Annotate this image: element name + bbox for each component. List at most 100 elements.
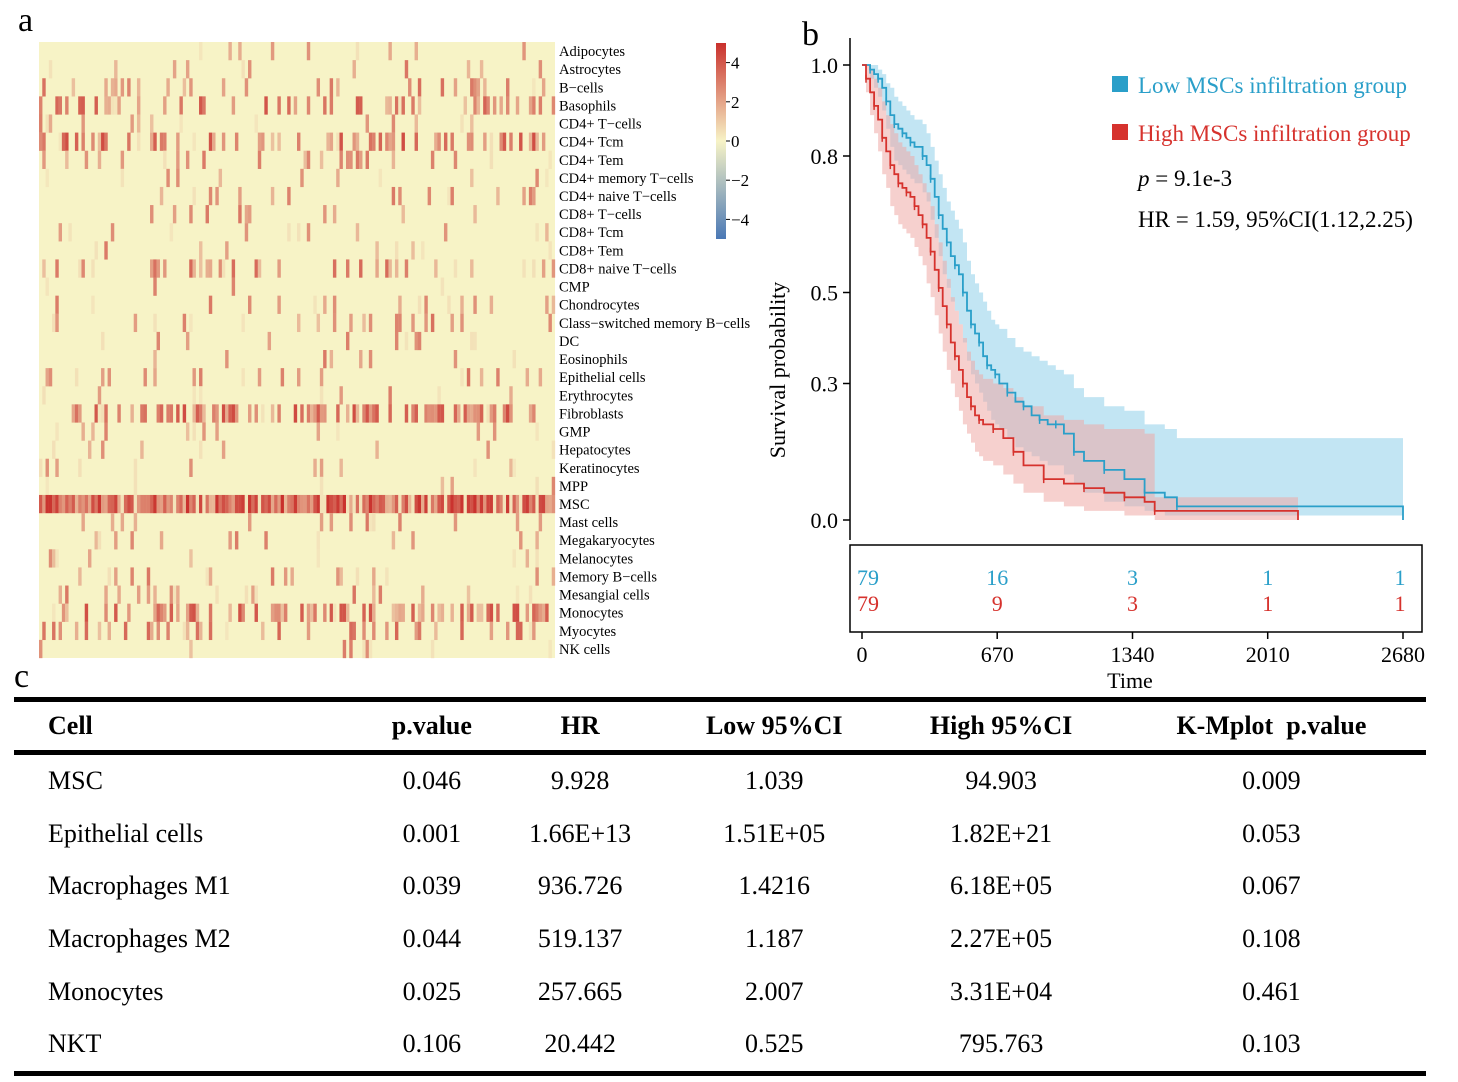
heatmap-cell <box>489 494 494 514</box>
heatmap-cell <box>251 585 255 604</box>
heatmap-cell <box>306 42 311 61</box>
heatmap-cell <box>120 494 125 514</box>
heatmap-cell <box>372 585 376 604</box>
heatmap-cell <box>189 78 193 97</box>
heatmap-chart: Adipocytes Astrocytes B−cells Basophils CD4+… <box>39 42 750 659</box>
heatmap-cell <box>156 259 160 278</box>
heatmap-cell <box>159 603 164 622</box>
heatmap-cell <box>316 494 321 514</box>
heatmap-cell <box>42 386 46 405</box>
heatmap-cell <box>159 186 164 206</box>
heatmap-cell <box>195 621 200 641</box>
heatmap-cell <box>352 60 356 79</box>
heatmap-cell <box>48 60 53 79</box>
heatmap-cell <box>532 404 536 423</box>
heatmap-cell <box>453 513 458 532</box>
heatmap-row-label: MSC <box>559 497 590 513</box>
km-x-ticks: 0 670 1340 2010 2680 <box>857 632 1425 667</box>
heatmap-cell <box>104 603 108 622</box>
heatmap-cell <box>130 114 134 133</box>
heatmap-cell <box>52 603 56 622</box>
km-y-tick-label: 0.8 <box>811 144 839 169</box>
heatmap-cell <box>470 132 474 151</box>
heatmap-cell <box>244 78 249 97</box>
km-y-tick-label: 0.5 <box>811 281 839 306</box>
heatmap-cell <box>182 313 187 333</box>
table-row: MSC 0.046 9.928 1.039 94.903 0.009 <box>14 753 1426 808</box>
risk-count: 3 <box>1127 591 1138 616</box>
heatmap-cell <box>355 42 360 61</box>
heatmap-cell <box>450 603 454 622</box>
p-value: = 9.1e-3 <box>1150 166 1233 191</box>
heatmap-cell <box>391 132 396 151</box>
heatmap-cell <box>133 313 138 333</box>
heatmap-cell <box>45 277 49 296</box>
heatmap-row-label: B−cells <box>559 80 604 96</box>
heatmap-cell <box>551 295 556 314</box>
heatmap-cell <box>414 132 418 151</box>
table-cell: 936.726 <box>537 871 623 901</box>
heatmap-cell <box>411 531 415 550</box>
heatmap-cell <box>398 295 402 314</box>
heatmap-cell <box>355 150 360 169</box>
table-cell: 6.18E+05 <box>950 871 1053 901</box>
heatmap-row-label: Mesangial cells <box>559 588 650 604</box>
heatmap-row-label: Fibroblasts <box>559 406 624 422</box>
heatmap-cell <box>192 259 196 278</box>
heatmap-cell <box>492 422 497 441</box>
heatmap-cell <box>65 96 69 115</box>
heatmap-row-label: Epithelial cells <box>559 370 646 386</box>
heatmap-cell <box>417 603 422 622</box>
heatmap-cell <box>65 150 69 169</box>
heatmap-cell <box>169 404 174 423</box>
heatmap-cell <box>460 603 464 622</box>
heatmap-cell <box>153 277 157 296</box>
heatmap-cell <box>94 96 98 115</box>
risk-table-values: 79 16 3 1 179 9 3 1 1 <box>857 565 1406 616</box>
km-chart: 1.00.80.50.30.0 79 16 3 1 179 9 3 1 1 0 670 1340 20… <box>765 38 1425 693</box>
table-cell: Macrophages M1 <box>48 871 231 901</box>
heatmap-cell <box>499 132 503 151</box>
heatmap-cell <box>388 404 392 423</box>
heatmap-cell <box>414 331 418 351</box>
heatmap-cell <box>525 494 530 514</box>
heatmap-cell <box>496 186 500 206</box>
heatmap-cell <box>522 186 526 206</box>
heatmap-cell <box>434 621 438 641</box>
heatmap-cell <box>68 494 72 514</box>
heatmap-cell <box>483 132 487 151</box>
heatmap-cell <box>319 150 324 169</box>
heatmap-cell <box>522 42 526 61</box>
heatmap-cell <box>189 313 193 333</box>
heatmap-cell <box>274 494 278 514</box>
heatmap-cell <box>319 476 324 496</box>
heatmap-cell <box>45 476 49 496</box>
heatmap-cell <box>199 96 203 115</box>
heatmap-cell <box>257 368 262 387</box>
heatmap-cell <box>483 96 487 115</box>
heatmap-cell <box>58 96 63 115</box>
heatmap-cell <box>398 494 402 514</box>
heatmap-cell <box>179 96 183 115</box>
heatmap-cell <box>394 494 399 514</box>
heatmap-cell <box>362 603 366 622</box>
heatmap-row-label: Myocytes <box>559 624 617 640</box>
heatmap-cell <box>287 96 291 115</box>
heatmap-cell <box>453 350 458 369</box>
heatmap-cell <box>101 331 105 351</box>
heatmap-cell <box>192 494 196 514</box>
heatmap-cell <box>123 621 128 641</box>
heatmap-row-label: CD4+ memory T−cells <box>559 171 694 187</box>
heatmap-cell <box>179 114 183 133</box>
heatmap-cell <box>163 96 167 115</box>
heatmap-cell <box>248 404 252 423</box>
heatmap-cell <box>257 150 262 169</box>
heatmap-cell <box>140 494 144 514</box>
table-row: NKT 0.106 20.442 0.525 795.763 0.103 <box>14 1018 1426 1074</box>
heatmap-cell <box>421 494 425 514</box>
heatmap-cell <box>150 494 154 514</box>
heatmap-row-label: CD4+ Tem <box>559 153 624 169</box>
heatmap-cell <box>208 132 213 151</box>
km-y-ticks: 1.0 0.8 0.5 0.3 0.0 <box>811 53 850 533</box>
heatmap-cell <box>84 494 89 514</box>
